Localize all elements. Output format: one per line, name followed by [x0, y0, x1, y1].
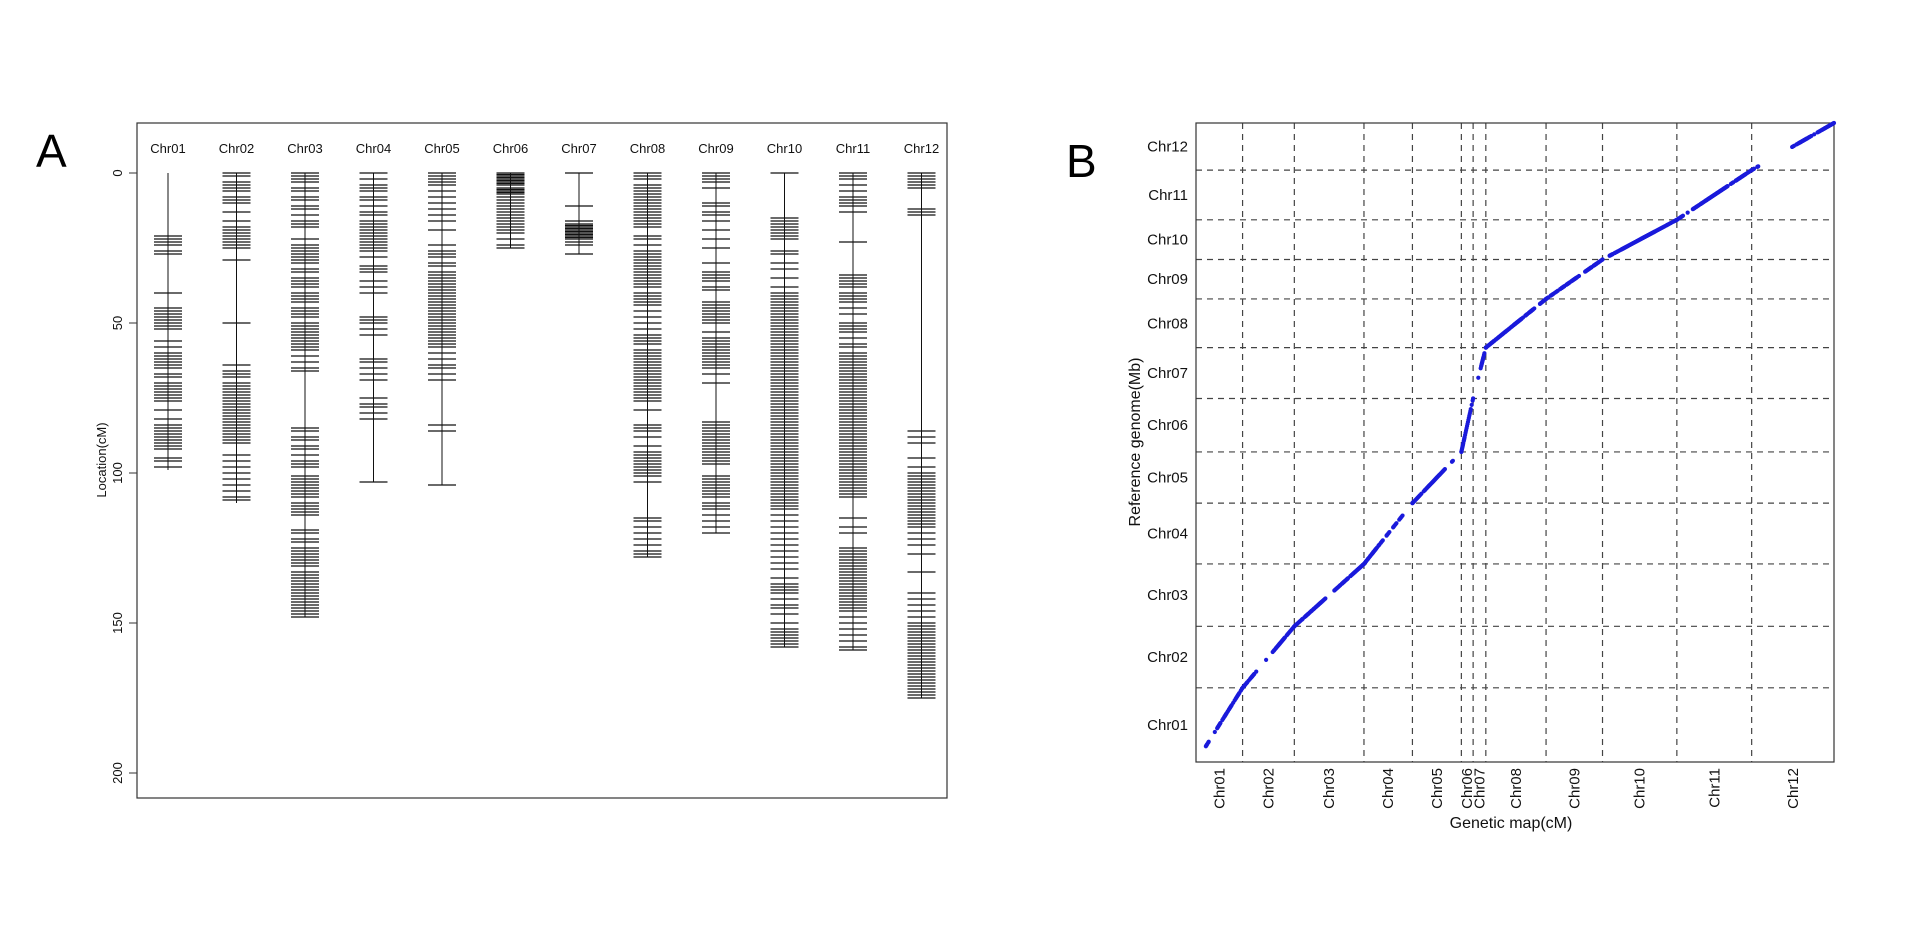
collinearity-point	[1482, 351, 1487, 356]
chromosome-label: Chr12	[904, 141, 939, 156]
panel-label-b: B	[1066, 135, 1097, 187]
chromosome-label: Chr06	[493, 141, 528, 156]
y-axis-chromosome-label: Chr01	[1147, 717, 1188, 734]
collinearity-point	[1476, 375, 1481, 380]
linkage-map-frame	[136, 122, 948, 799]
y-axis-tick-label: 0	[110, 169, 125, 176]
y-axis-chromosome-label: Chr04	[1147, 526, 1188, 543]
collinearity-point	[1400, 513, 1405, 518]
x-axis-chromosome-label: Chr12	[1785, 768, 1802, 809]
y-axis-tick-label: 100	[110, 462, 125, 484]
linkage-map-y-axis-label: Location(cM)	[94, 422, 109, 497]
chromosome-label: Chr02	[219, 141, 254, 156]
y-axis-chromosome-label: Chr09	[1147, 271, 1188, 288]
collinearity-point	[1812, 132, 1817, 137]
collinearity-y-axis-label: Reference genome(Mb)	[1127, 358, 1144, 527]
linkage-map-chart: Location(cM) 0 50 100 150 200 Chr01 Chr02 Chr03…	[94, 122, 948, 799]
y-axis-chromosome-label: Chr08	[1147, 315, 1188, 332]
x-axis-chromosome-label: Chr04	[1380, 768, 1397, 809]
y-axis-tick-label: 200	[110, 762, 125, 784]
y-axis-chromosome-label: Chr03	[1147, 587, 1188, 604]
x-axis-chromosome-label: Chr09	[1566, 768, 1583, 809]
chromosome-label: Chr03	[287, 141, 322, 156]
collinearity-point	[1532, 306, 1537, 311]
collinearity-point	[1264, 657, 1269, 662]
x-axis-chromosome-label: Chr11	[1706, 768, 1723, 808]
x-axis-chromosome-label: Chr07	[1471, 768, 1488, 809]
x-axis-chromosome-label: Chr03	[1321, 768, 1338, 809]
chromosome-label: Chr09	[698, 141, 733, 156]
x-axis-chromosome-label: Chr08	[1508, 768, 1525, 809]
chromosome-label: Chr04	[356, 141, 391, 156]
collinearity-x-axis-label: Genetic map(cM)	[1450, 815, 1573, 832]
panel-label-a: A	[36, 125, 67, 177]
chromosome-label: Chr01	[150, 141, 185, 156]
collinearity-point	[1471, 396, 1476, 401]
chromosome-label: Chr08	[630, 141, 665, 156]
collinearity-frame	[1195, 122, 1835, 763]
collinearity-point	[1469, 402, 1474, 407]
collinearity-point	[1380, 538, 1385, 543]
y-axis-chromosome-label: Chr11	[1148, 187, 1188, 204]
x-axis-chromosome-label: Chr10	[1632, 768, 1649, 809]
collinearity-point	[1600, 257, 1605, 262]
collinearity-point	[1254, 669, 1259, 674]
collinearity-point	[1680, 213, 1686, 218]
chromosome-label: Chr05	[424, 141, 459, 156]
collinearity-point	[1831, 120, 1837, 126]
x-axis-chromosome-label: Chr06	[1459, 768, 1476, 809]
x-axis-chromosome-label: Chr05	[1429, 768, 1446, 809]
y-axis-chromosome-label: Chr07	[1147, 365, 1188, 382]
collinearity-chart: Genetic map(cM) Reference genome(Mb) Chr…	[1127, 120, 1837, 832]
collinearity-point	[1218, 720, 1223, 726]
y-axis-tick-label: 50	[110, 316, 125, 330]
collinearity-point	[1756, 164, 1761, 169]
collinearity-point	[1323, 596, 1328, 601]
collinearity-point	[1685, 210, 1690, 215]
collinearity-point	[1576, 273, 1582, 279]
collinearity-point	[1751, 166, 1757, 171]
collinearity-point	[1212, 729, 1217, 735]
collinearity-point	[1450, 458, 1455, 463]
y-axis-chromosome-label: Chr02	[1147, 649, 1188, 666]
collinearity-point	[1206, 739, 1211, 744]
collinearity-point	[1725, 183, 1730, 189]
x-axis-chromosome-label: Chr01	[1211, 768, 1228, 809]
x-axis-chromosome-label: Chr02	[1260, 768, 1277, 809]
collinearity-point	[1387, 529, 1392, 535]
chromosome-label: Chr10	[767, 141, 802, 156]
y-axis-tick-label: 150	[110, 612, 125, 634]
y-axis-chromosome-label: Chr12	[1147, 139, 1188, 156]
chromosome-label: Chr11	[836, 141, 870, 156]
y-axis-chromosome-label: Chr05	[1147, 470, 1188, 487]
collinearity-point	[1442, 467, 1447, 472]
y-axis-chromosome-label: Chr06	[1147, 417, 1188, 434]
y-axis-chromosome-label: Chr10	[1147, 232, 1188, 249]
chromosome-label: Chr07	[561, 141, 596, 156]
collinearity-point	[1394, 521, 1399, 526]
collinearity-point	[1468, 407, 1473, 412]
